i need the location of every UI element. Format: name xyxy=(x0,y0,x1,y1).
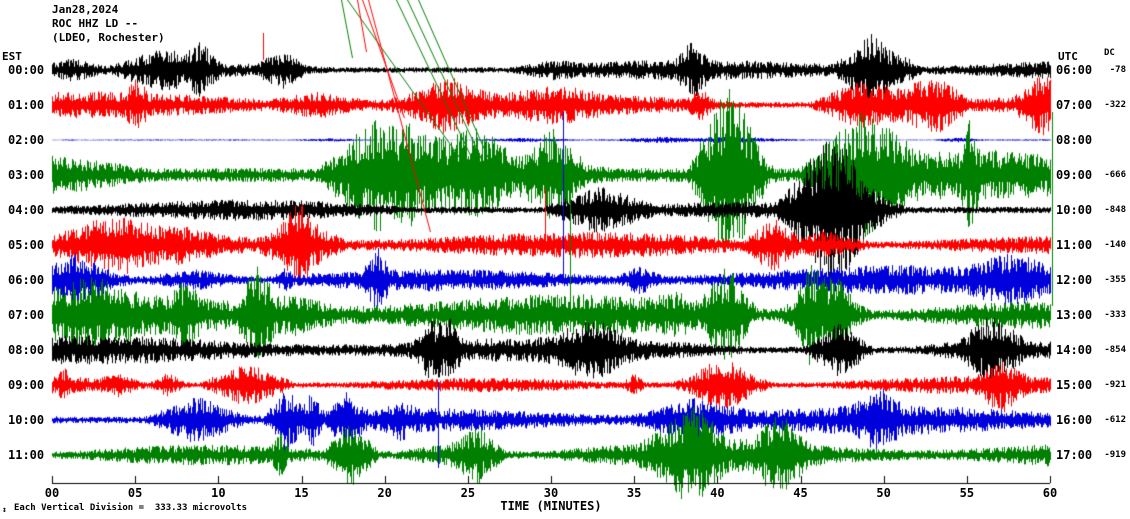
row-utc-label: 16:00 xyxy=(1056,413,1093,427)
row-est-label: 08:00 xyxy=(8,343,45,357)
row-utc-label: 11:00 xyxy=(1056,238,1093,252)
row-est-label: 07:00 xyxy=(8,308,45,322)
station-label: ROC HHZ LD -- xyxy=(52,17,139,30)
row-utc-label: 12:00 xyxy=(1056,273,1093,287)
row-utc-label: 14:00 xyxy=(1056,343,1093,357)
row-dc-label: -322 xyxy=(1104,100,1126,110)
row-dc-label: -666 xyxy=(1104,170,1126,180)
row-utc-label: 06:00 xyxy=(1056,63,1093,77)
row-est-label: 01:00 xyxy=(8,98,45,112)
right-timezone-label: UTC xyxy=(1058,50,1078,63)
row-dc-label: -848 xyxy=(1104,205,1126,215)
row-dc-label: -78 xyxy=(1109,65,1126,75)
x-tick-label: 55 xyxy=(959,486,975,500)
x-tick-label: 30 xyxy=(543,486,559,500)
row-utc-label: 08:00 xyxy=(1056,133,1093,147)
row-utc-label: 17:00 xyxy=(1056,448,1093,462)
row-dc-label: -919 xyxy=(1104,450,1126,460)
row-est-label: 00:00 xyxy=(8,63,45,77)
row-dc-label: -921 xyxy=(1104,380,1126,390)
x-tick-label: 10 xyxy=(211,486,226,500)
scale-note: Each Vertical Division = 333.33 microvol… xyxy=(14,503,247,513)
row-est-label: 04:00 xyxy=(8,203,45,217)
x-tick-label: 35 xyxy=(626,486,642,500)
row-dc-label: -355 xyxy=(1104,275,1126,285)
row-dc-label: -612 xyxy=(1104,415,1126,425)
date-label: Jan28,2024 xyxy=(52,3,119,16)
x-tick-label: 25 xyxy=(460,486,476,500)
x-tick-label: 50 xyxy=(876,486,891,500)
row-est-label: 03:00 xyxy=(8,168,45,182)
row-utc-label: 13:00 xyxy=(1056,308,1093,322)
x-tick-label: 05 xyxy=(127,486,143,500)
row-est-label: 05:00 xyxy=(8,238,45,252)
vertical-division-marker-icon: ↕ xyxy=(2,505,7,514)
row-utc-label: 10:00 xyxy=(1056,203,1093,217)
row-est-label: 11:00 xyxy=(8,448,45,462)
row-utc-label: 09:00 xyxy=(1056,168,1093,182)
x-tick-label: 00 xyxy=(44,486,60,500)
row-est-label: 06:00 xyxy=(8,273,45,287)
x-tick-label: 60 xyxy=(1042,486,1058,500)
row-est-label: 09:00 xyxy=(8,378,45,392)
left-timezone-label: EST xyxy=(2,50,22,63)
row-utc-label: 15:00 xyxy=(1056,378,1093,392)
row-utc-label: 07:00 xyxy=(1056,98,1093,112)
x-axis-title: TIME (MINUTES) xyxy=(500,499,602,513)
row-dc-label: -333 xyxy=(1104,310,1126,320)
row-est-label: 02:00 xyxy=(8,133,45,147)
x-tick-label: 40 xyxy=(710,486,725,500)
x-tick-label: 15 xyxy=(294,486,309,500)
dc-column-label: DC xyxy=(1104,48,1115,58)
location-label: (LDEO, Rochester) xyxy=(52,31,165,44)
x-tick-label: 45 xyxy=(793,486,808,500)
row-est-label: 10:00 xyxy=(8,413,45,427)
x-tick-label: 20 xyxy=(377,486,392,500)
row-dc-label: -140 xyxy=(1104,240,1126,250)
row-dc-label: -854 xyxy=(1104,345,1126,355)
